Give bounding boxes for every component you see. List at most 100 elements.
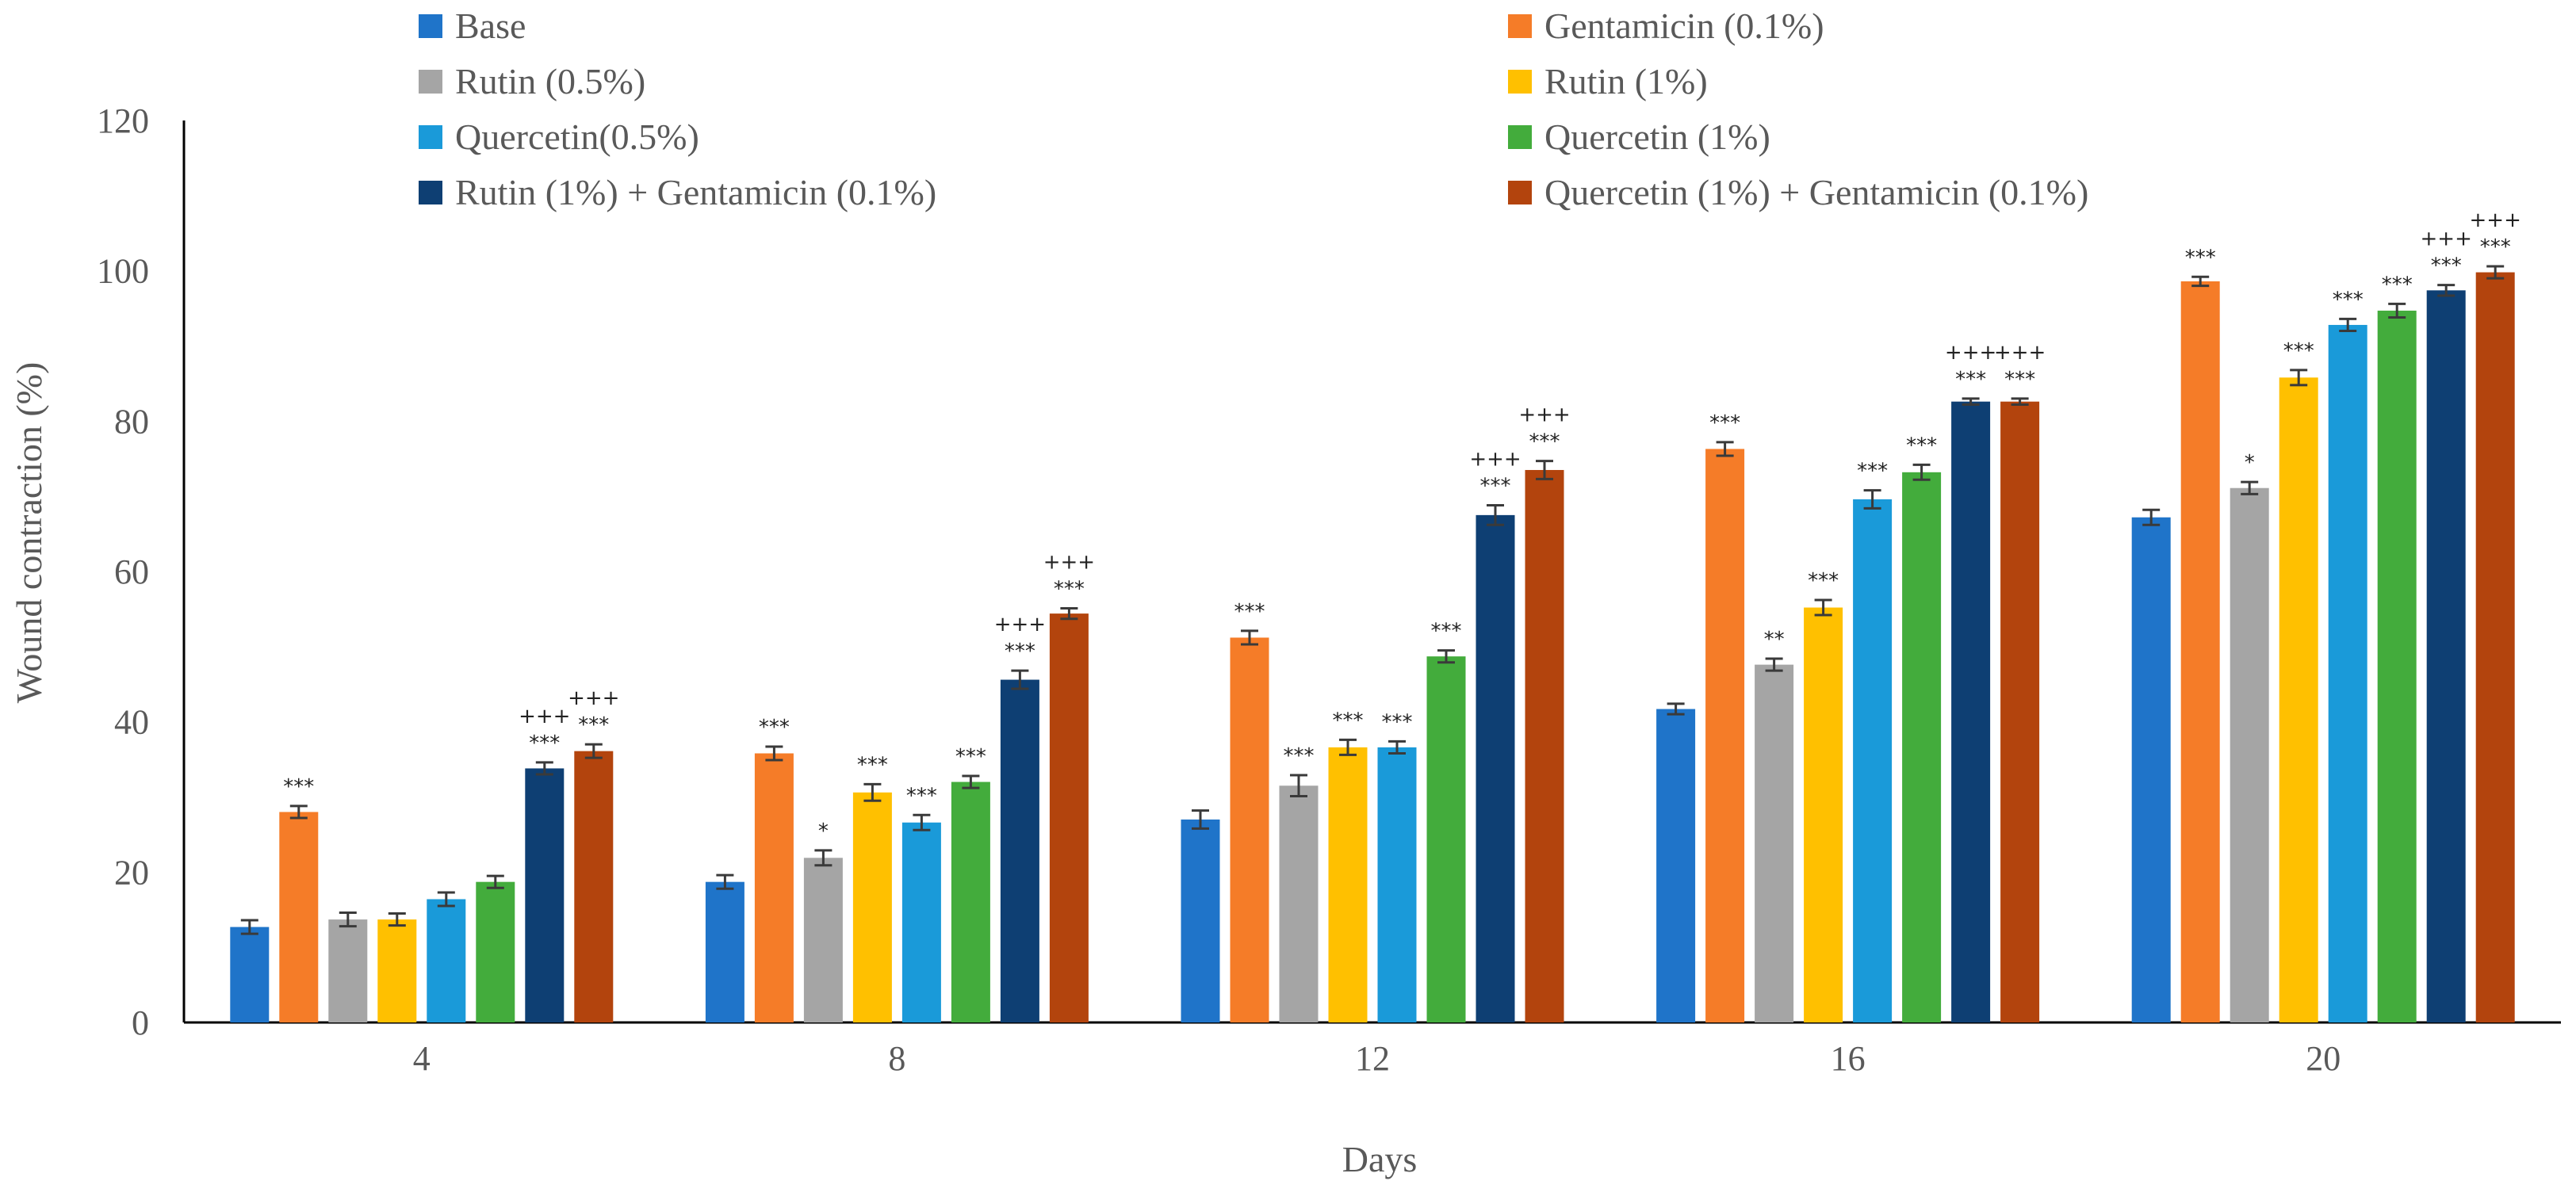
significance-mark: *** [2004,368,2035,392]
significance-mark: *** [1333,709,1364,732]
y-tick-label: 20 [114,853,149,892]
error-bar [765,745,783,762]
bar [2180,281,2220,1022]
error-bar [1241,629,1258,646]
significance-mark: *** [283,775,314,799]
significance-mark-plus: +++ [2470,208,2521,232]
significance-mark-plus: +++ [568,686,619,710]
bar [1853,499,1893,1022]
bar [574,751,614,1022]
x-axis-title: Days [1342,1139,1418,1179]
bar [1656,709,1696,1022]
error-bar [1011,669,1029,690]
bar [1328,747,1368,1022]
error-bar [1667,702,1685,716]
legend-item: Gentamicin (0.1%) [1508,6,1824,46]
error-bar [2241,480,2259,495]
bar [1181,819,1220,1022]
bar [230,927,270,1022]
x-tick-label: 4 [413,1039,431,1078]
legend-swatch [419,14,442,38]
significance-mark: * [2245,451,2255,475]
error-bar [1536,460,1553,480]
bar [2230,487,2269,1022]
legend-label: Quercetin (1%) [1544,117,1770,157]
significance-mark: *** [1382,710,1413,734]
significance-mark: *** [759,716,790,739]
bar [525,768,565,1022]
bar [754,753,794,1022]
error-bar [1290,774,1307,798]
error-bar [1192,809,1209,830]
error-bar [584,743,603,759]
significance-mark: *** [1529,430,1560,454]
legend-label: Quercetin (1%) + Gentamicin (0.1%) [1544,172,2088,212]
y-tick-label: 40 [114,703,149,742]
bar [1049,613,1089,1022]
significance-mark: *** [1431,620,1462,644]
bar [1755,664,1794,1022]
significance-mark: *** [2333,288,2364,311]
bar [2328,324,2367,1022]
error-bar [716,873,734,890]
significance-mark: *** [1480,475,1511,499]
y-tick-label: 100 [97,252,149,291]
error-bar [1765,657,1783,672]
significance-mark-plus: +++ [2421,227,2472,251]
y-tick-label: 60 [114,552,149,591]
significance-mark-plus: +++ [1945,341,1996,365]
y-axis-title: Wound contraction (%) [9,362,49,704]
significance-mark-plus: +++ [1469,448,1521,472]
legend-label: Base [455,6,526,46]
legend-item: Base [419,6,526,46]
bar [2000,401,2040,1023]
legend-label: Rutin (1%) + Gentamicin (0.1%) [455,172,936,212]
significance-mark: *** [906,784,937,808]
error-bar [2290,369,2308,387]
error-bar [1716,441,1734,457]
error-bar [2191,275,2210,288]
significance-mark-plus: +++ [994,613,1046,636]
significance-mark: *** [1808,569,1839,593]
legend-label: Rutin (0.5%) [455,61,645,101]
error-bar [240,919,258,935]
error-bar [2142,508,2161,526]
error-bar [2388,302,2406,319]
y-axis: 0 20 40 60 80 100 120 [97,101,186,1042]
bar [2131,517,2171,1022]
error-bar [1814,598,1832,617]
bar [279,812,319,1022]
error-bar [289,804,308,820]
error-bar [388,911,406,927]
error-bar [535,761,553,776]
legend-swatch [1508,125,1532,149]
legend-swatch [419,181,442,204]
significance-mark: *** [857,753,888,777]
bar [1705,449,1745,1022]
significance-mark: *** [2382,273,2413,296]
error-bar [1339,738,1357,756]
error-bar [1912,463,1931,481]
error-bar [486,874,504,889]
significance-mark: * [818,820,829,843]
legend-swatch [1508,181,1532,204]
error-bar [1388,739,1406,755]
error-bars-layer [240,265,2505,935]
significance-mark: *** [2185,246,2216,269]
error-bar [2339,317,2357,333]
significance-mark: *** [529,732,560,755]
significance-mark-plus: +++ [1043,550,1095,574]
error-bar [2437,284,2455,297]
error-bar [1060,606,1078,621]
significance-mark: *** [1906,434,1937,457]
bar [2426,290,2466,1022]
bar [1000,679,1039,1022]
error-bar [437,891,455,908]
legend-item: Rutin (0.5%) [419,61,645,101]
legend-item: Quercetin(0.5%) [419,117,699,157]
x-axis: 4 8 12 16 20 [184,1021,2561,1078]
bar [1230,637,1269,1022]
error-bar [1863,489,1881,510]
error-bar [2486,265,2505,280]
